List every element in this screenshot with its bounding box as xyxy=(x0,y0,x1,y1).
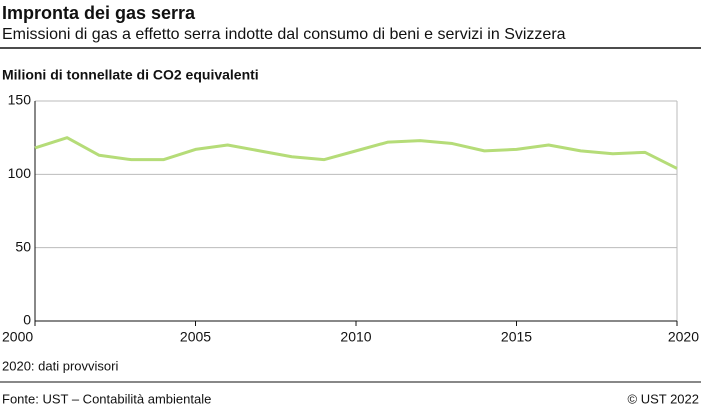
y-tick-label: 0 xyxy=(23,312,31,328)
x-tick-label: 2020 xyxy=(668,329,699,345)
y-tick-label: 50 xyxy=(15,238,31,254)
x-tick-label: 2005 xyxy=(180,329,211,345)
chart-subtitle: Emissioni di gas a effetto serra indotte… xyxy=(2,26,566,43)
y-tick-label: 150 xyxy=(8,92,32,108)
data-line xyxy=(34,136,678,170)
source: Fonte: UST – Contabilità ambientale xyxy=(2,391,211,406)
x-tick-label: 2010 xyxy=(340,329,371,345)
copyright: © UST 2022 xyxy=(628,391,700,406)
x-tick-label: 2015 xyxy=(501,329,532,345)
y-tick-label: 100 xyxy=(8,165,32,181)
y-axis-title: Milioni di tonnellate di CO2 equivalenti xyxy=(2,67,259,83)
chart-title: Impronta dei gas serra xyxy=(2,3,196,23)
x-tick-label: 2000 xyxy=(2,329,33,345)
note: 2020: dati provvisori xyxy=(2,358,118,373)
